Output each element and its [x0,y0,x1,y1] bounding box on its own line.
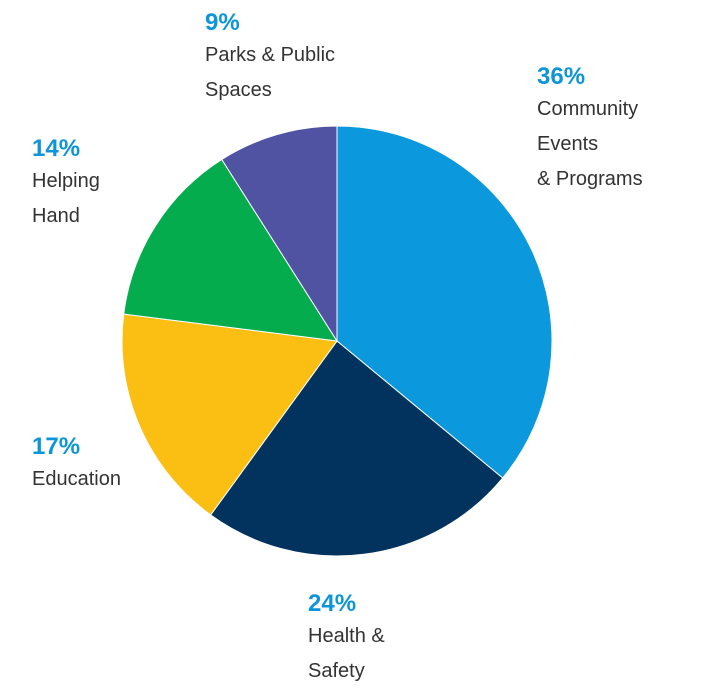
slice-name-line: Education [32,468,121,490]
slice-name-line: Hand [32,205,80,227]
slice-label-parks-public-spaces: 9% Parks & Public Spaces [205,8,335,108]
slice-name-line: Community [537,98,639,120]
slice-name-line: Parks & Public [205,44,336,66]
slice-name-line: Spaces [205,79,272,101]
slice-percent: 24% [308,590,357,617]
pie-slice-community-events [336,125,553,479]
slice-percent: 36% [537,63,586,90]
pie-slice-parks-public-spaces [221,125,338,343]
slice-label-health-safety: 24% Health & Safety [308,589,385,689]
slice-name-line: & Programs [537,168,643,190]
slice-name-line: Helping [32,170,100,192]
pie-slice-helping-hand [123,158,338,342]
slice-percent: 14% [32,135,81,162]
slice-label-community-events: 36% Community Events & Programs [537,62,643,197]
pie-slice-health-safety [209,340,504,557]
slice-name-line: Safety [308,660,365,682]
slice-percent: 9% [205,9,240,36]
slice-label-helping-hand: 14% Helping Hand [32,134,100,234]
slice-name-line: Events [537,133,599,155]
pie-slice-education [121,313,338,516]
slice-label-education: 17% Education [32,432,121,497]
slice-name-line: Health & [308,625,385,647]
slice-percent: 17% [32,433,81,460]
